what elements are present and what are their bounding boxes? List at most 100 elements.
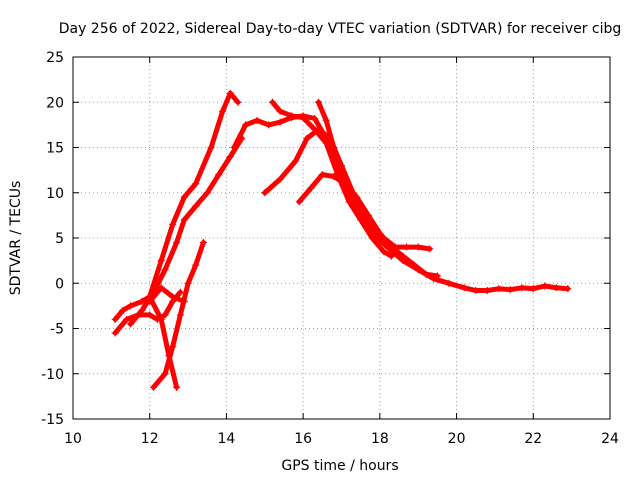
series-line-track-4 [147, 294, 180, 390]
data-point-marker [176, 288, 184, 296]
data-point-marker [146, 311, 154, 319]
data-point-marker [180, 297, 188, 305]
data-point-marker [192, 202, 200, 210]
data-point-marker [157, 284, 165, 292]
x-tick-label: 18 [371, 431, 389, 447]
y-tick-label: -15 [41, 412, 64, 428]
data-point-marker [219, 107, 227, 115]
y-axis-label: SDTVAR / TECUs [8, 181, 24, 296]
data-point-marker [384, 243, 392, 251]
data-point-marker [414, 243, 422, 251]
data-point-marker [430, 275, 438, 283]
data-point-marker [157, 315, 165, 323]
data-point-marker [353, 207, 361, 215]
axis-ticks: 10 12 14 16 18 20 22 24 -15 -10 -5 0 5 10 15 20 25 [41, 50, 619, 447]
data-point-marker [180, 216, 188, 224]
series-line-track-6 [147, 285, 187, 304]
y-tick-label: 0 [55, 276, 64, 292]
data-point-marker [261, 189, 269, 197]
data-point-marker [364, 211, 372, 219]
y-tick-label: 25 [46, 50, 64, 66]
data-point-marker [341, 180, 349, 188]
x-tick-label: 10 [64, 431, 82, 447]
data-point-marker [111, 329, 119, 337]
y-tick-label: 5 [55, 231, 64, 247]
data-point-marker [295, 198, 303, 206]
data-point-marker [445, 279, 453, 287]
data-point-marker [483, 286, 491, 294]
data-point-marker [184, 279, 192, 287]
series-line-track-1 [112, 90, 241, 322]
data-point-marker [199, 239, 207, 247]
data-point-marker [303, 134, 311, 142]
data-point-marker [353, 193, 361, 201]
data-point-marker [242, 121, 250, 129]
x-tick-label: 22 [524, 431, 542, 447]
data-point-marker [169, 293, 177, 301]
data-point-marker [150, 383, 158, 391]
data-point-marker [176, 311, 184, 319]
y-tick-label: 20 [46, 95, 64, 111]
data-point-marker [495, 285, 503, 293]
data-point-marker [311, 115, 319, 123]
data-point-marker [161, 266, 169, 274]
x-tick-label: 24 [601, 431, 619, 447]
data-point-marker [307, 184, 315, 192]
grid [73, 57, 610, 419]
data-point-marker [314, 125, 322, 133]
y-tick-label: 15 [46, 141, 64, 157]
data-point-marker [518, 284, 526, 292]
data-point-marker [399, 257, 407, 265]
data-point-marker [414, 266, 422, 274]
data-point-marker [291, 157, 299, 165]
data-point-marker [169, 220, 177, 228]
data-point-marker [169, 343, 177, 351]
data-point-marker [215, 171, 223, 179]
x-tick-label: 12 [141, 431, 159, 447]
data-point-marker [226, 89, 234, 97]
data-point-marker [268, 98, 276, 106]
data-point-marker [138, 306, 146, 314]
x-tick-label: 20 [448, 431, 466, 447]
data-point-marker [288, 112, 296, 120]
data-point-marker [127, 302, 135, 310]
chart-title: Day 256 of 2022, Sidereal Day-to-day VTE… [59, 21, 622, 37]
data-point-marker [230, 144, 238, 151]
data-point-marker [330, 144, 338, 151]
data-point-marker [299, 114, 307, 122]
data-point-marker [203, 189, 211, 197]
y-tick-label: 10 [46, 186, 64, 202]
data-point-marker [234, 98, 242, 106]
data-point-marker [119, 306, 127, 314]
data-point-marker [322, 116, 330, 124]
data-point-marker [157, 257, 165, 265]
data-point-marker [265, 121, 273, 129]
data-point-marker [368, 229, 376, 237]
x-tick-label: 16 [294, 431, 312, 447]
data-point-marker [314, 98, 322, 106]
data-point-marker [376, 229, 384, 237]
data-point-marker [318, 171, 326, 179]
data-point-marker [111, 315, 119, 323]
data-point-marker [161, 311, 169, 319]
data-point-marker [123, 315, 131, 323]
data-point-marker [380, 248, 388, 256]
data-point-marker [330, 172, 338, 180]
data-point-marker [192, 261, 200, 269]
data-point-marker [192, 180, 200, 188]
data-point-marker [127, 320, 135, 328]
data-series [111, 89, 572, 391]
data-point-marker [173, 239, 181, 247]
data-point-marker [161, 370, 169, 378]
data-point-marker [276, 107, 284, 115]
data-point-marker [541, 282, 549, 290]
data-point-marker [138, 297, 146, 305]
data-point-marker [460, 284, 468, 292]
data-point-marker [472, 286, 480, 294]
data-point-marker [276, 118, 284, 126]
data-point-marker [322, 139, 330, 147]
x-tick-label: 14 [218, 431, 236, 447]
data-point-marker [226, 153, 234, 161]
